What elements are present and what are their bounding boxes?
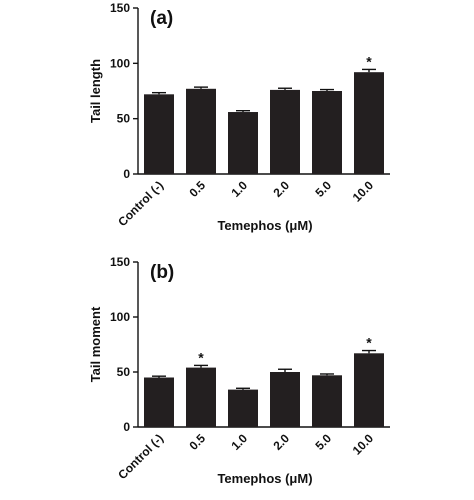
x-axis-label: Temephos (μM) [217,218,312,233]
x-tick-label: 10.0 [350,431,377,458]
y-axis-label: Tail length [88,59,103,123]
bar [354,72,384,174]
x-tick-label: 5.0 [312,178,334,200]
y-tick-label: 0 [123,420,130,434]
y-axis-label: Tail moment [88,306,103,382]
x-tick-label: 1.0 [228,178,250,200]
x-tick-label: Control (-) [115,431,166,482]
y-tick-label: 50 [117,365,131,379]
x-axis-label: Temephos (μM) [217,471,312,486]
y-tick-label: 100 [110,310,130,324]
bar [270,372,300,427]
bar [312,91,342,174]
y-tick-label: 150 [110,255,130,269]
bar [228,112,258,174]
bar [228,389,258,427]
y-tick-label: 150 [110,1,130,15]
x-tick-label: Control (-) [115,178,166,229]
bar [186,88,216,174]
significance-mark: * [198,349,204,365]
bar [186,367,216,427]
panel-label: (a) [150,8,173,29]
x-tick-label: 2.0 [270,431,292,453]
x-tick-label: 10.0 [350,178,377,205]
bar [144,377,174,427]
x-tick-label: 1.0 [228,431,250,453]
significance-mark: * [366,335,372,351]
x-tick-label: 2.0 [270,178,292,200]
x-tick-label: 0.5 [186,178,208,200]
y-tick-label: 50 [117,112,131,126]
y-tick-label: 0 [123,167,130,181]
significance-mark: * [366,53,372,69]
bar [144,94,174,174]
x-tick-label: 0.5 [186,431,208,453]
bar [354,353,384,427]
bar [270,89,300,174]
panel-label: (b) [150,262,174,283]
y-tick-label: 100 [110,56,130,70]
x-tick-label: 5.0 [312,431,334,453]
bar [312,375,342,427]
